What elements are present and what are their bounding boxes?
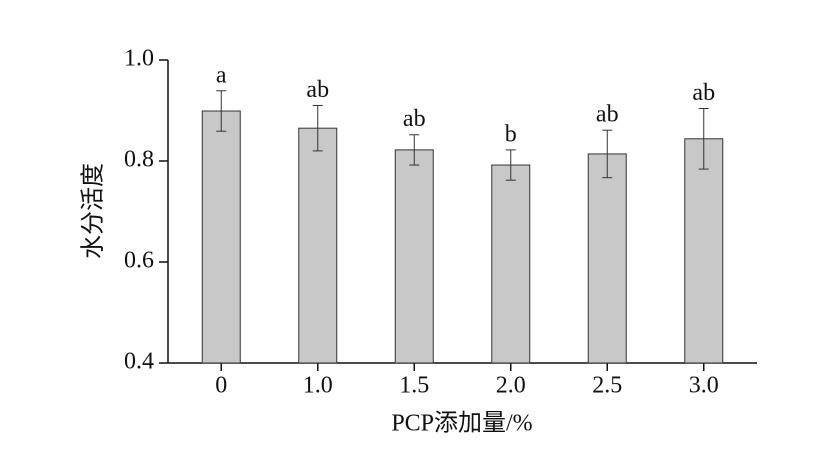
x-tick-label: 0 (215, 373, 227, 399)
error-bar (216, 90, 227, 132)
y-tick-label: 0.8 (124, 147, 154, 173)
significance-letter: ab (403, 106, 426, 132)
bar (491, 164, 531, 364)
bar (201, 110, 241, 364)
y-tick-label: 0.6 (124, 248, 154, 274)
significance-letter: ab (596, 102, 619, 128)
significance-letter: b (505, 121, 517, 147)
significance-letter: ab (692, 80, 715, 106)
x-tick-label: 1.5 (399, 373, 429, 399)
y-tick-label: 1.0 (124, 46, 154, 72)
error-bar (602, 129, 613, 179)
error-bar (312, 104, 323, 152)
x-tick-label: 2.5 (592, 373, 622, 399)
significance-letter: ab (306, 77, 329, 103)
y-tick-label: 0.4 (124, 349, 154, 375)
error-bar (505, 149, 516, 181)
significance-letter: a (216, 62, 227, 88)
bar (394, 149, 434, 364)
bar (587, 153, 627, 364)
error-bar (698, 107, 709, 170)
bar (684, 138, 724, 364)
x-tick-label: 1.0 (303, 373, 333, 399)
x-axis-label: PCP添加量/% (391, 410, 532, 437)
x-tick-label: 3.0 (689, 373, 719, 399)
x-tick-label: 2.0 (496, 373, 526, 399)
error-bar (409, 134, 420, 166)
y-axis-label: 水分活度 (80, 163, 107, 259)
bar (298, 127, 338, 364)
